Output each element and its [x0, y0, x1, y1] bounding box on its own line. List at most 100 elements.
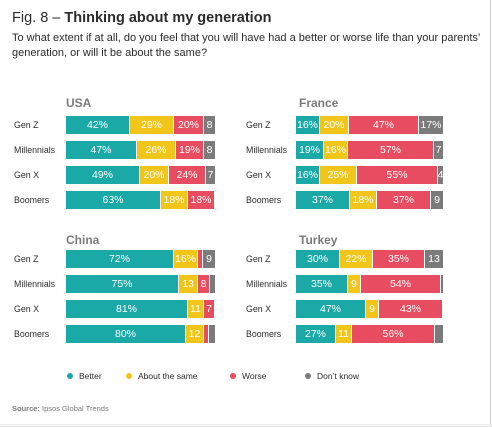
- panel-title-turkey: Turkey: [299, 233, 338, 247]
- bar-segment-better: 47%: [296, 300, 366, 318]
- bar-segment-dont-know: 9: [431, 191, 444, 209]
- bar-segment-dont-know: [210, 275, 216, 293]
- row-label: Gen Z: [246, 254, 271, 264]
- bar-segment-same: 16%: [174, 250, 198, 268]
- bar-segment-better: 30%: [296, 250, 340, 268]
- row-label: Millennials: [246, 279, 288, 289]
- bar-segment-dont-know: [435, 325, 444, 343]
- bar-segment-dont-know: [443, 300, 444, 318]
- bar-segment-same: 20%: [140, 166, 169, 184]
- bar-segment-better: 37%: [296, 191, 350, 209]
- panel-title-usa: USA: [66, 96, 92, 110]
- legend-label: Worse: [242, 371, 267, 381]
- bar-segment-worse: [198, 250, 203, 268]
- bar-segment-dont-know: 8: [204, 116, 216, 134]
- row-label: Boomers: [14, 329, 50, 339]
- bar-segment-dont-know: [215, 191, 216, 209]
- source-note: Source: Ipsos Global Trends: [12, 404, 109, 413]
- source-label: Source:: [12, 404, 40, 413]
- legend-dot-icon: [305, 373, 311, 379]
- bar-segment-worse: 7: [204, 300, 215, 318]
- bar-segment-dont-know: 17%: [419, 116, 444, 134]
- bar-segment-dont-know: 7: [434, 141, 444, 159]
- legend-dot-icon: [230, 373, 236, 379]
- row-label: Gen X: [14, 170, 39, 180]
- row-label: Gen X: [246, 170, 271, 180]
- legend-item-worse: Worse: [230, 371, 266, 381]
- bar-segment-same: 18%: [161, 191, 188, 209]
- bar-segment-worse: 55%: [357, 166, 438, 184]
- bar-segment-same: 18%: [350, 191, 377, 209]
- bar-segment-better: 80%: [66, 325, 186, 343]
- bar-segment-better: 27%: [296, 325, 336, 343]
- bar-segment-dont-know: 4: [438, 166, 444, 184]
- bar-segment-worse: 18%: [188, 191, 215, 209]
- bar-segment-worse: 56%: [352, 325, 435, 343]
- row-label: Gen Z: [246, 120, 271, 130]
- bar-segment-better: 75%: [66, 275, 179, 293]
- figure-name: Thinking about my generation: [64, 10, 272, 26]
- row-label: Gen X: [14, 304, 39, 314]
- bar-segment-dont-know: 8: [204, 141, 216, 159]
- bar-segment-same: 22%: [340, 250, 373, 268]
- bar-segment-better: 16%: [296, 116, 320, 134]
- row-label: Millennials: [14, 279, 56, 289]
- legend-item-same: About the same: [126, 371, 198, 381]
- bar-segment-worse: 35%: [373, 250, 425, 268]
- row-label: Gen Z: [14, 120, 39, 130]
- bar-segment-better: 72%: [66, 250, 174, 268]
- legend-item-dont-know: Don’t know: [305, 371, 359, 381]
- bar-segment-better: 16%: [296, 166, 320, 184]
- bar-segment-worse: 8: [198, 275, 210, 293]
- bar-segment-dont-know: 13: [425, 250, 444, 268]
- bar-segment-better: 35%: [296, 275, 348, 293]
- bar-segment-same: 20%: [320, 116, 349, 134]
- bar-segment-same: 12: [186, 325, 204, 343]
- bar-segment-dont-know: [209, 325, 216, 343]
- bar-segment-better: 49%: [66, 166, 140, 184]
- bar-segment-better: 63%: [66, 191, 161, 209]
- bar-segment-dont-know: [441, 275, 444, 293]
- figure-number: Fig. 8 –: [12, 10, 61, 26]
- row-label: Gen Z: [14, 254, 39, 264]
- bar-segment-same: 29%: [130, 116, 174, 134]
- bar-segment-same: 9: [366, 300, 379, 318]
- bar-segment-worse: 47%: [349, 116, 419, 134]
- bar-segment-same: 13: [179, 275, 198, 293]
- bar-segment-better: 42%: [66, 116, 130, 134]
- source-text: Ipsos Global Trends: [42, 404, 109, 413]
- bar-segment-worse: 57%: [348, 141, 434, 159]
- page-edge-rule: [490, 0, 491, 427]
- legend-item-better: Better: [67, 371, 102, 381]
- bar-segment-same: 11: [336, 325, 352, 343]
- row-label: Millennials: [246, 145, 288, 155]
- row-label: Boomers: [246, 329, 282, 339]
- page-bottom-rule-inner: [0, 424, 492, 425]
- bar-segment-same: 26%: [137, 141, 176, 159]
- row-label: Gen X: [246, 304, 271, 314]
- row-label: Boomers: [14, 195, 50, 205]
- figure-subtitle: To what extent if at all, do you feel th…: [12, 32, 480, 59]
- bar-segment-dont-know: [215, 300, 216, 318]
- panel-title-france: France: [299, 96, 339, 110]
- bar-segment-worse: 54%: [361, 275, 441, 293]
- legend-dot-icon: [126, 373, 132, 379]
- bar-segment-worse: 43%: [379, 300, 443, 318]
- bar-segment-better: 81%: [66, 300, 188, 318]
- bar-segment-same: 9: [348, 275, 361, 293]
- bar-segment-same: 11: [188, 300, 204, 318]
- bar-segment-same: 25%: [320, 166, 357, 184]
- bar-segment-same: 16%: [324, 141, 348, 159]
- legend-label: Better: [79, 371, 102, 381]
- bar-segment-better: 47%: [66, 141, 137, 159]
- legend-label: About the same: [138, 371, 198, 381]
- figure-title: Fig. 8 – Thinking about my generation: [12, 10, 271, 26]
- bar-segment-worse: 37%: [377, 191, 431, 209]
- bar-segment-worse: 20%: [174, 116, 204, 134]
- bar-segment-worse: 19%: [176, 141, 204, 159]
- row-label: Boomers: [246, 195, 282, 205]
- bar-segment-worse: 24%: [169, 166, 206, 184]
- bar-segment-dont-know: 9: [203, 250, 216, 268]
- bar-segment-dont-know: 7: [206, 166, 216, 184]
- legend-label: Don’t know: [317, 371, 360, 381]
